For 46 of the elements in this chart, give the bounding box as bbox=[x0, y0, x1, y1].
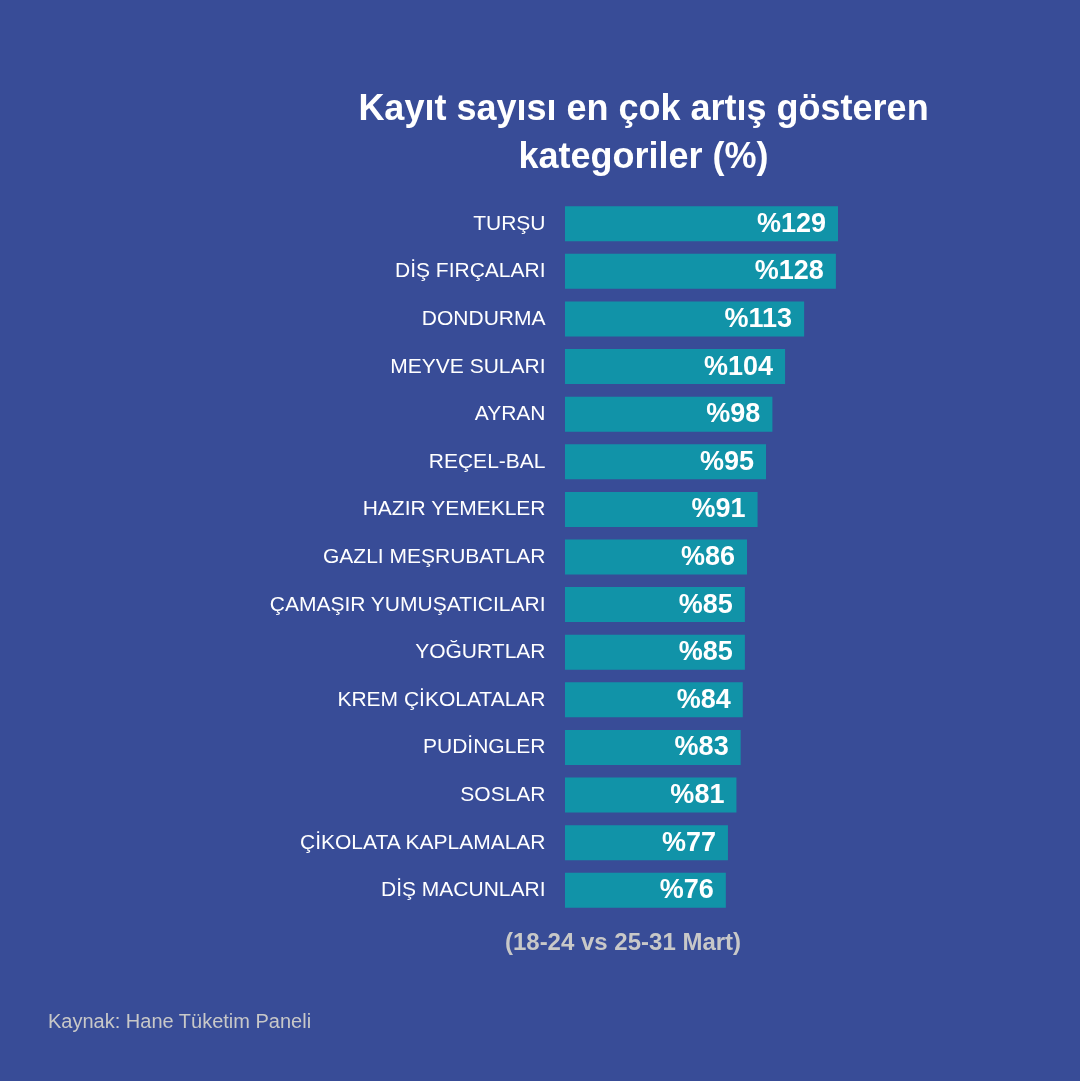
bar bbox=[565, 682, 743, 718]
data-label: %76 bbox=[659, 874, 714, 905]
data-label: %77 bbox=[661, 826, 716, 857]
y-tick-label: DİŞ FIRÇALARI bbox=[394, 258, 546, 282]
y-tick-label: SOSLAR bbox=[460, 782, 546, 806]
y-tick-label: AYRAN bbox=[474, 401, 546, 425]
data-label: %113 bbox=[724, 302, 793, 333]
data-label: %95 bbox=[700, 445, 755, 476]
data-label: %128 bbox=[754, 255, 824, 286]
data-label: %85 bbox=[678, 588, 733, 619]
y-tick-label: GAZLI MEŞRUBATLAR bbox=[323, 544, 546, 567]
y-tick-label: ÇAMAŞIR YUMUŞATICILARI bbox=[269, 591, 546, 615]
bar bbox=[565, 444, 767, 480]
bar bbox=[565, 491, 758, 527]
data-label: %86 bbox=[680, 541, 735, 571]
bar bbox=[565, 634, 745, 670]
y-tick-label: DONDURMA bbox=[421, 305, 546, 329]
y-tick-label: PUDİNGLER bbox=[422, 734, 546, 758]
y-tick-label: TURŞU bbox=[473, 210, 546, 234]
bar bbox=[565, 349, 786, 385]
y-tick-label: KREM ÇİKOLATALAR bbox=[337, 686, 546, 710]
bar bbox=[565, 206, 838, 242]
y-tick-label: MEYVE SULARI bbox=[390, 353, 546, 377]
bar bbox=[565, 777, 737, 813]
data-label: %98 bbox=[706, 398, 761, 429]
y-tick-label: ÇİKOLATA KAPLAMALAR bbox=[300, 829, 546, 853]
y-tick-label: REÇEL-BAL bbox=[428, 448, 546, 472]
bar bbox=[565, 301, 805, 337]
text: (18-24 vs 25-31 Mart) bbox=[504, 928, 742, 955]
data-label: %85 bbox=[678, 636, 733, 667]
y-tick-label: YOĞURTLAR bbox=[415, 639, 546, 663]
bar bbox=[565, 587, 745, 623]
bar bbox=[565, 825, 728, 861]
data-label: %129 bbox=[756, 207, 826, 238]
y-tick-label: DİŞ MACUNLARI bbox=[380, 877, 546, 901]
data-label: %81 bbox=[670, 779, 725, 810]
text: Kaynak: Hane Tüketim Paneli bbox=[48, 1010, 312, 1032]
y-tick-label: HAZIR YEMEKLER bbox=[362, 496, 546, 520]
data-label: %84 bbox=[676, 683, 731, 714]
data-label: %104 bbox=[704, 350, 774, 381]
bar bbox=[565, 729, 741, 765]
data-label: %83 bbox=[674, 731, 729, 762]
bar bbox=[565, 253, 836, 289]
data-label: %91 bbox=[691, 493, 746, 524]
chart-title: Kayıt sayısı en çok artış gösteren kategoriler (%) bbox=[358, 87, 929, 176]
bar bbox=[565, 396, 773, 432]
